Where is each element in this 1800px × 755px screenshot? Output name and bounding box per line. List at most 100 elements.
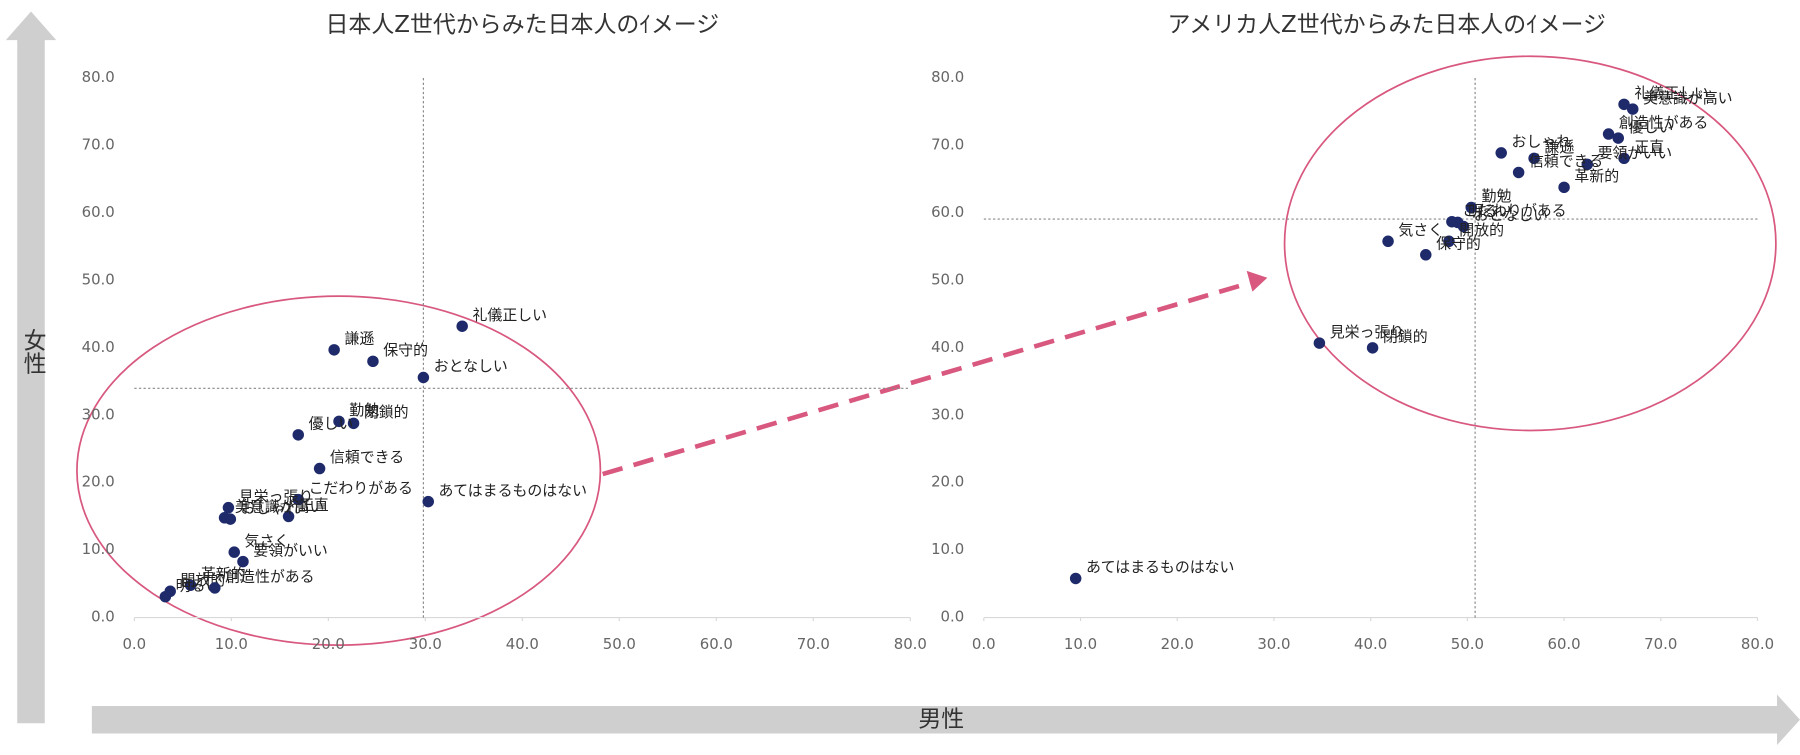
point-label: 礼儀正しい — [1634, 84, 1709, 102]
data-point — [224, 513, 237, 525]
x-tick-label: 20.0 — [312, 635, 345, 653]
point-label: 見栄っ張り — [239, 487, 314, 505]
y-tick-label: 30.0 — [931, 405, 964, 423]
x-tick-label: 80.0 — [894, 635, 927, 653]
y-tick-label: 60.0 — [931, 203, 964, 221]
y-tick-label: 50.0 — [82, 270, 115, 288]
y-arrow — [5, 11, 57, 724]
point-label: あてはまるものはない — [1086, 558, 1234, 576]
point-label: 革新的 — [201, 565, 246, 583]
x-tick-label: 30.0 — [1257, 635, 1290, 653]
data-point — [313, 462, 326, 475]
chart-title: アメリカ人Z世代からみた日本人のｲメージ — [1168, 12, 1606, 38]
y-tick-label: 60.0 — [82, 203, 115, 221]
point-label: 気さく — [1398, 221, 1443, 239]
y-tick-label: 10.0 — [931, 540, 964, 558]
data-point — [1602, 128, 1615, 140]
x-tick-label: 50.0 — [1451, 635, 1484, 653]
point-label: 謙遜 — [344, 330, 374, 348]
data-point — [1618, 152, 1630, 165]
data-point — [347, 417, 360, 430]
data-point — [1612, 132, 1624, 144]
y-tick-label: 20.0 — [931, 473, 964, 491]
y-tick-label: 20.0 — [82, 473, 115, 491]
x-tick-label: 60.0 — [1547, 635, 1580, 653]
point-label: 優しい — [309, 414, 354, 432]
data-point — [1457, 220, 1470, 233]
point-label: 気さく — [245, 532, 290, 550]
chart-title: 日本人Z世代からみた日本人のｲメージ — [325, 12, 719, 38]
x-tick-label: 10.0 — [215, 635, 248, 653]
data-point — [1558, 181, 1570, 194]
y-tick-label: 40.0 — [82, 338, 115, 356]
data-point — [209, 582, 221, 594]
data-point — [422, 495, 434, 508]
data-point — [237, 555, 249, 568]
x-tick-label: 60.0 — [700, 635, 733, 653]
data-point — [1618, 98, 1630, 111]
point-label: こだわりがある — [1462, 201, 1566, 219]
data-point — [1495, 147, 1507, 159]
y-tick-label: 70.0 — [931, 136, 964, 154]
data-point — [292, 493, 304, 506]
x-tick-label: 70.0 — [1644, 635, 1677, 653]
data-point — [456, 320, 468, 332]
data-point — [228, 546, 240, 558]
x-axis-label: 男性 — [918, 706, 964, 732]
point-label: 要領がいい — [253, 541, 328, 559]
data-point — [367, 355, 379, 368]
arrow-head — [1246, 270, 1268, 292]
data-point — [292, 429, 304, 441]
point-label: おしゃれ — [1512, 133, 1572, 151]
point-label: 開放的 — [1459, 221, 1504, 239]
x-arrow — [91, 694, 1800, 746]
point-label: 正直 — [1634, 138, 1664, 156]
data-point — [328, 344, 340, 356]
data-point — [1382, 235, 1394, 248]
point-label: 信頼できる — [1529, 152, 1603, 170]
data-point — [1581, 158, 1594, 171]
data-point — [1627, 103, 1639, 115]
shift-arrow — [602, 280, 1252, 477]
point-label: 明るい — [176, 576, 221, 594]
data-point — [1443, 235, 1455, 248]
point-label: あてはまるものはない — [439, 481, 587, 499]
point-label: おとなしい — [1474, 206, 1548, 224]
point-label: 美意識が高い — [235, 497, 324, 515]
point-label: 正直 — [299, 496, 329, 514]
y-tick-label: 0.0 — [941, 608, 965, 626]
y-tick-label: 80.0 — [82, 68, 115, 86]
x-tick-label: 40.0 — [506, 635, 539, 653]
y-tick-label: 80.0 — [931, 68, 964, 86]
y-tick-label: 10.0 — [82, 540, 115, 558]
data-point — [1313, 337, 1326, 349]
y-tick-label: 50.0 — [931, 270, 964, 288]
data-point — [1069, 572, 1082, 585]
data-point — [1366, 342, 1379, 354]
point-label: 革新的 — [1574, 167, 1619, 185]
y-tick-label: 0.0 — [91, 608, 115, 626]
x-tick-label: 80.0 — [1741, 635, 1774, 653]
point-label: 礼儀正しい — [473, 306, 548, 324]
y-tick-label: 70.0 — [82, 136, 115, 154]
point-label: こだわりがある — [309, 479, 413, 497]
x-tick-label: 30.0 — [409, 635, 442, 653]
x-tick-label: 10.0 — [1064, 635, 1097, 653]
y-axis-label: 女性 — [19, 328, 46, 374]
highlight-ellipse — [76, 295, 602, 647]
point-label: 閉鎖的 — [364, 403, 409, 421]
data-point — [1420, 249, 1432, 261]
point-label: おとなしい — [434, 357, 508, 375]
point-label: 閉鎖的 — [1383, 327, 1428, 345]
point-label: 勤勉 — [1482, 187, 1512, 205]
data-point — [222, 501, 235, 514]
point-label: 美意識が高い — [1643, 89, 1732, 107]
point-label: 創造性がある — [1619, 114, 1708, 132]
x-tick-label: 0.0 — [122, 635, 146, 653]
data-point — [417, 371, 430, 384]
point-label: 勤勉 — [349, 401, 379, 419]
highlight-ellipse — [1283, 55, 1777, 432]
point-label: おしゃれ — [241, 499, 301, 517]
data-point — [159, 590, 172, 603]
